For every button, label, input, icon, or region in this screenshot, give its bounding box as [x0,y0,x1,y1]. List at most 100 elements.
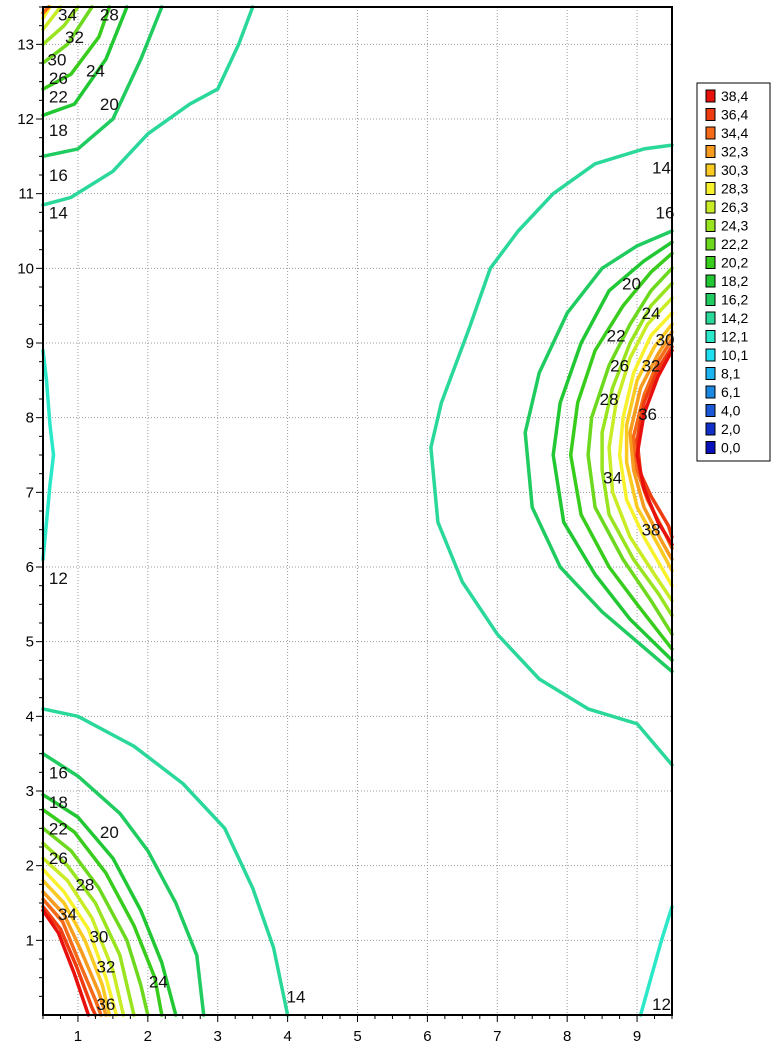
legend-label: 30,3 [721,162,748,178]
grid [43,7,672,1015]
y-tick-label: 12 [17,111,34,128]
y-tick-label: 7 [26,484,34,501]
contour-line-16 [41,5,164,159]
legend-swatch [705,256,716,269]
contour-label: 34 [58,905,77,924]
legend-label: 20,2 [721,255,748,271]
legend-label: 16,2 [721,292,748,308]
x-tick-label: 9 [633,1028,641,1045]
x-tick-label: 4 [283,1028,291,1045]
y-tick-label: 1 [26,932,34,949]
x-tick-label: 5 [353,1028,361,1045]
y-tick-label: 10 [17,260,34,277]
legend-label: 8,1 [721,366,741,382]
legend-label: 28,3 [721,181,748,197]
y-tick-label: 2 [26,858,34,875]
contour-label: 22 [607,327,626,346]
legend-label: 18,2 [721,273,748,289]
contour-line-22 [586,266,674,636]
contour-label: 24 [149,972,168,991]
contour-line-12 [41,348,56,562]
y-tick-label: 3 [26,783,34,800]
legend-label: 32,3 [721,144,748,160]
contour-label: 24 [86,61,105,80]
contour-line-20 [41,5,112,91]
contour-line-24 [41,841,136,1017]
contour-line-26 [41,5,63,32]
legend-swatch [705,385,716,399]
contour-label: 24 [642,304,661,323]
legend-swatch [705,330,716,343]
contour-line-14 [41,707,290,1017]
contour-line-38 [41,908,91,1017]
legend: 38,4 36,4 34,4 32,3 30,3 28,3 26,3 24,3 22,2 20,2… [696,82,771,462]
contour-label: 14 [652,159,671,178]
legend-swatch [705,126,716,140]
contour-line-32 [628,330,674,562]
contour-label: 16 [656,203,675,222]
legend-swatch [705,441,716,454]
contour-line-12 [638,904,674,1017]
contour-label: 22 [49,819,68,838]
y-tick-label: 4 [26,708,34,725]
legend-label: 2,0 [721,421,741,437]
contour-label: 30 [89,928,108,947]
legend-label: 10,1 [721,347,748,363]
contour-line-18 [41,792,178,1017]
legend-swatch [705,108,716,121]
y-tick-label: 9 [26,335,34,352]
contour-label: 14 [49,203,68,222]
legend-label: 24,3 [721,218,748,234]
y-tick-label: 8 [26,410,34,427]
contour-line-20 [41,807,164,1017]
contour-label: 20 [622,274,641,293]
legend-label: 22,2 [721,236,748,252]
contour-label: 16 [49,763,68,782]
contour-label: 32 [642,356,661,375]
contour-label: 28 [75,875,94,894]
contour-line-30 [41,878,112,1017]
contour-line-26 [607,296,674,603]
legend-swatch [705,348,716,362]
contour-lines [41,5,674,1017]
contour-label: 38 [642,521,661,540]
legend-label: 0,0 [721,440,741,456]
contour-label: 28 [600,390,619,409]
legend-label: 38,4 [721,88,748,104]
x-tick-label: 2 [144,1028,152,1045]
contour-label: 36 [638,405,657,424]
contour-line-16 [523,229,674,674]
legend-swatch [705,274,716,288]
legend-label: 26,3 [721,199,748,215]
legend-swatch [705,404,716,417]
x-tick-label: 8 [563,1028,571,1045]
contour-label: 18 [49,793,68,812]
x-tick-label: 6 [423,1028,431,1045]
contour-label: 12 [652,995,671,1014]
legend-swatch [705,422,716,436]
legend-swatch [705,163,716,177]
legend-label: 4,0 [721,403,741,419]
legend-swatch [705,145,716,158]
contour-line-20 [568,251,674,651]
contour-line-28 [41,867,119,1017]
contour-line-18 [41,5,129,118]
contour-line-38 [635,348,674,547]
y-tick-label: 5 [26,634,34,651]
legend-swatch [705,293,716,306]
contour-line-16 [41,751,206,1017]
contour-label: 12 [49,569,68,588]
contour-line-18 [551,240,674,663]
legend-swatch [705,89,716,103]
contour-line-22 [41,826,150,1017]
legend-label: 36,4 [721,107,748,123]
contour-label: 32 [96,957,115,976]
contour-label: 28 [100,5,119,24]
contour-label: 32 [65,28,84,47]
legend-label: 34,4 [721,125,748,141]
contour-label: 20 [100,95,119,114]
contour-line-30 [624,322,674,573]
contour-label: 30 [656,330,675,349]
